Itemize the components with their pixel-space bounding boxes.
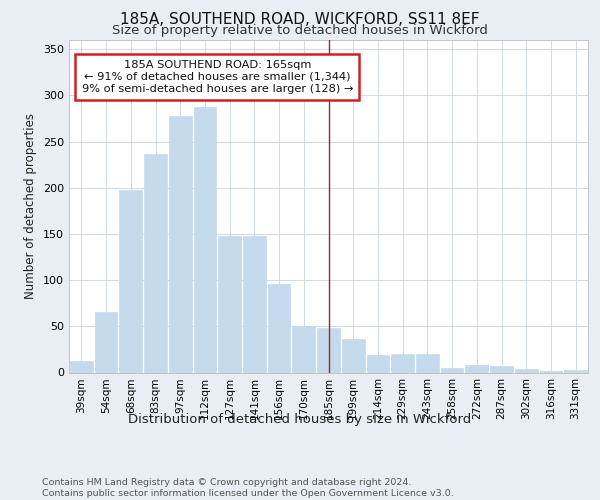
Bar — [194, 106, 216, 372]
Bar — [466, 365, 488, 372]
Bar — [391, 354, 414, 372]
Bar — [490, 366, 513, 372]
Bar — [441, 368, 463, 372]
Text: Contains HM Land Registry data © Crown copyright and database right 2024.
Contai: Contains HM Land Registry data © Crown c… — [42, 478, 454, 498]
Text: 185A SOUTHEND ROAD: 165sqm
← 91% of detached houses are smaller (1,344)
9% of se: 185A SOUTHEND ROAD: 165sqm ← 91% of deta… — [82, 60, 353, 94]
Bar — [317, 328, 340, 372]
Bar — [169, 116, 191, 372]
Bar — [515, 369, 538, 372]
Text: Size of property relative to detached houses in Wickford: Size of property relative to detached ho… — [112, 24, 488, 37]
Bar — [342, 339, 365, 372]
Bar — [367, 355, 389, 372]
Bar — [268, 284, 290, 372]
Bar — [70, 362, 93, 372]
Bar — [144, 154, 167, 372]
Bar — [292, 326, 315, 372]
Bar — [539, 370, 562, 372]
Y-axis label: Number of detached properties: Number of detached properties — [25, 114, 37, 299]
Text: 185A, SOUTHEND ROAD, WICKFORD, SS11 8EF: 185A, SOUTHEND ROAD, WICKFORD, SS11 8EF — [120, 12, 480, 28]
Bar — [119, 190, 142, 372]
Bar — [564, 370, 587, 372]
Bar — [416, 354, 439, 372]
Bar — [243, 236, 266, 372]
Bar — [218, 236, 241, 372]
Bar — [95, 312, 118, 372]
Text: Distribution of detached houses by size in Wickford: Distribution of detached houses by size … — [128, 412, 472, 426]
